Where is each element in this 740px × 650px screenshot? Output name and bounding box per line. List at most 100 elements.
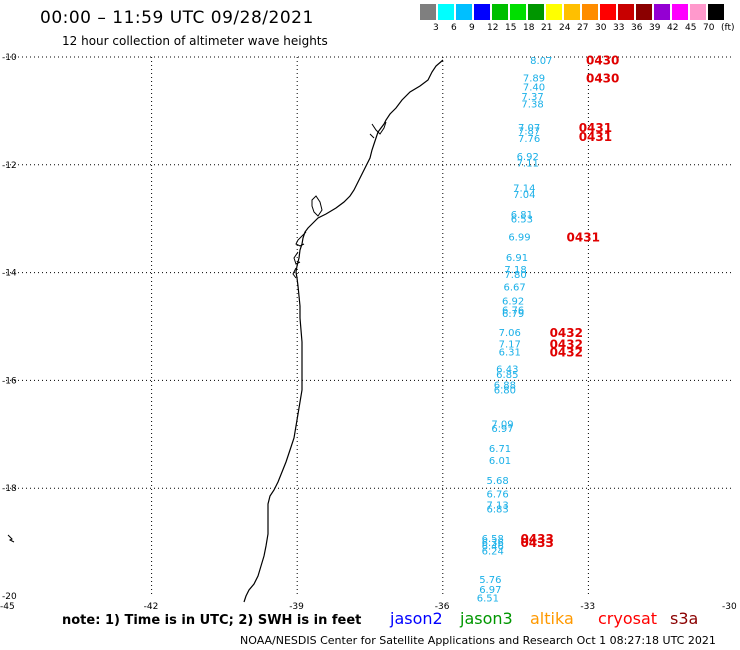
wave-height-label: 6.79 [502, 309, 524, 320]
color-swatch [654, 4, 670, 20]
wave-height-label: 7.14 [513, 183, 535, 194]
wave-height-label: 6.85 [496, 370, 518, 381]
wave-height-label: 7.37 [521, 92, 543, 103]
color-scale-label: 9 [469, 23, 475, 33]
wave-height-label: 6.76 [486, 490, 508, 501]
wave-height-label: 6.46 [482, 541, 504, 552]
grid-lines [6, 56, 734, 596]
latitude-label: -14 [2, 269, 17, 279]
color-scale-label: 42 [667, 23, 679, 33]
color-swatch [708, 4, 724, 20]
wave-height-label: 7.76 [518, 134, 540, 145]
wave-height-label: 7.07 [518, 123, 540, 134]
wave-height-label: 6.53 [511, 215, 533, 226]
color-swatch [636, 4, 652, 20]
wave-height-label: 6.67 [503, 283, 525, 294]
satellite-legend-item: jason3 [460, 609, 513, 628]
pass-time-label: 0431 [579, 130, 612, 144]
longitude-label: -30 [722, 602, 737, 612]
color-swatch [474, 4, 490, 20]
color-swatch [528, 4, 544, 20]
color-scale-label: 70 [703, 23, 715, 33]
latitude-axis: -10 -12 -14 -16 -18 -20 [2, 53, 17, 602]
color-swatch [510, 4, 526, 20]
pass-time-label: 0431 [579, 121, 612, 135]
wave-height-label: 6.31 [499, 347, 521, 358]
coastline-path [243, 59, 444, 603]
wave-height-label: 6.92 [502, 297, 524, 308]
latitude-label: -10 [2, 53, 17, 63]
wave-height-label: 6.80 [494, 386, 516, 397]
latitude-label: -16 [2, 376, 17, 386]
color-scale-label: (ft) [721, 23, 735, 33]
map-subtitle: 12 hour collection of altimeter wave hei… [62, 34, 328, 48]
longitude-label: -33 [580, 602, 595, 612]
satellite-legend-item: cryosat [598, 609, 658, 628]
stray-marker [7, 534, 15, 543]
color-scale-label: 45 [685, 23, 697, 33]
wave-height-label: 6.24 [482, 547, 504, 558]
pass-time-label: 0431 [567, 230, 600, 244]
color-scale-label: 39 [649, 23, 661, 33]
wave-height-label: 6.97 [491, 424, 513, 435]
color-scale-label: 33 [613, 23, 625, 33]
pass-time-label: 0433 [520, 536, 553, 550]
wave-height-label: 6.81 [511, 210, 533, 221]
color-swatch [690, 4, 706, 20]
satellite-legend-item: s3a [670, 609, 699, 628]
wave-height-label: 7.04 [513, 190, 535, 201]
cyan-observations: 8.077.897.407.377.387.077.877.766.927.11… [477, 56, 553, 604]
color-scale-label: 24 [559, 23, 571, 33]
wave-height-label: 7.18 [504, 265, 526, 276]
coastline-bay-detail [292, 121, 387, 279]
color-scale-label: 36 [631, 23, 643, 33]
wave-height-label: 7.17 [499, 340, 521, 351]
wave-height-label: 6.92 [517, 152, 539, 163]
wave-height-label: 6.58 [482, 534, 504, 545]
wave-height-label: 7.80 [504, 270, 526, 281]
color-swatch [438, 4, 454, 20]
wave-height-label: 6.91 [506, 253, 528, 264]
credit-text: NOAA/NESDIS Center for Satellite Applica… [240, 634, 716, 647]
wave-height-label: 5.76 [479, 575, 501, 586]
color-scale-label: 18 [523, 23, 535, 33]
wave-height-label: 6.76 [502, 305, 524, 316]
color-swatch [420, 4, 436, 20]
longitude-label: -39 [289, 602, 304, 612]
wave-height-label: 6.83 [486, 505, 508, 516]
wave-height-label: 6.43 [496, 365, 518, 376]
wave-height-label: 6.36 [482, 538, 504, 549]
color-swatch [582, 4, 598, 20]
pass-time-label: 0430 [586, 54, 619, 68]
color-swatch [456, 4, 472, 20]
pass-time-label: 0433 [520, 532, 553, 546]
wave-height-label: 7.13 [486, 500, 508, 511]
satellite-legend-item: altika [530, 609, 574, 628]
longitude-axis: -45 -42 -39 -36 -33 -30 [0, 602, 737, 612]
color-scale-label: 3 [433, 23, 439, 33]
wave-height-label: 8.07 [530, 56, 552, 67]
coastline [243, 59, 444, 603]
wave-height-label: 7.11 [517, 159, 539, 170]
pass-time-label: 0432 [550, 338, 583, 352]
wave-height-label: 7.09 [491, 420, 513, 431]
wave-height-label: 7.89 [523, 73, 545, 84]
longitude-label: -36 [435, 602, 450, 612]
color-swatch [564, 4, 580, 20]
color-swatch [672, 4, 688, 20]
latitude-label: -20 [2, 592, 17, 602]
longitude-label: -45 [0, 602, 15, 612]
map-title: 00:00 – 11:59 UTC 09/28/2021 [40, 8, 314, 28]
wave-height-label: 5.68 [486, 476, 508, 487]
wave-height-label: 6.01 [489, 456, 511, 467]
color-scale-label: 21 [541, 23, 553, 33]
wave-height-label: 6.51 [477, 594, 499, 605]
color-scale-label: 6 [451, 23, 457, 33]
wave-height-label: 7.38 [521, 99, 543, 110]
color-scale-label: 27 [577, 23, 589, 33]
wave-height-label: 7.06 [499, 328, 521, 339]
pass-time-label: 0432 [550, 326, 583, 340]
wave-height-label: 6.71 [489, 444, 511, 455]
pass-time-label: 0432 [550, 345, 583, 359]
